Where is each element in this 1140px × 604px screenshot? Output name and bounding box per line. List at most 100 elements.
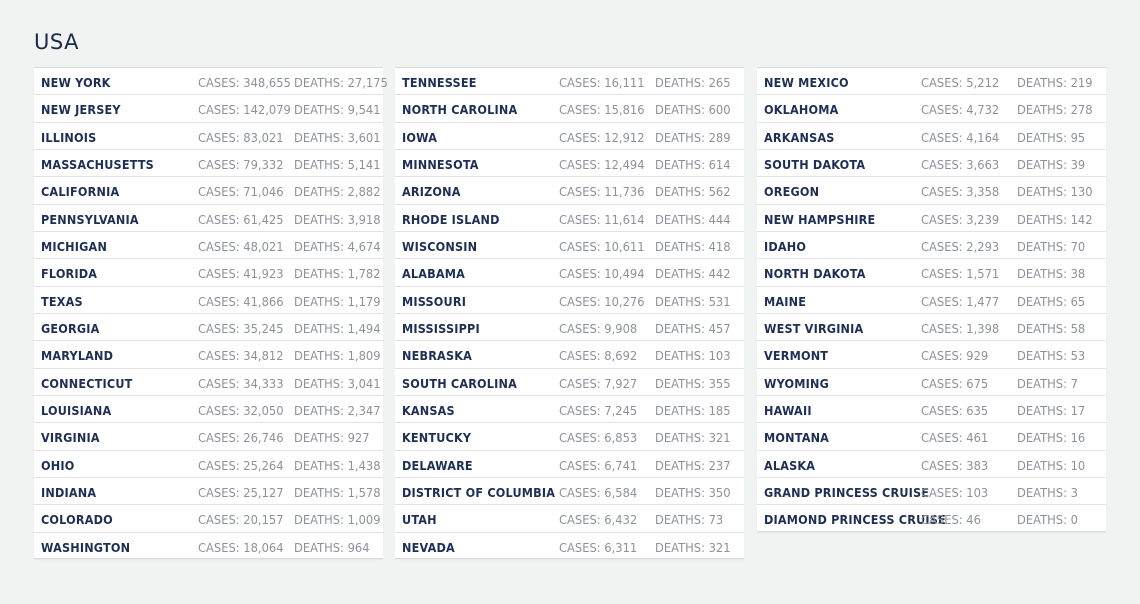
deaths-count: DEATHS: 1,494: [294, 320, 381, 336]
state-name: NORTH CAROLINA: [402, 102, 518, 118]
state-name: ALASKA: [764, 457, 816, 473]
table-row: GRAND PRINCESS CRUISE CASES: 103 DEATHS: 3: [757, 476, 1106, 504]
deaths-count: DEATHS: 3,601: [294, 129, 381, 145]
deaths-count: DEATHS: 5,141: [294, 156, 381, 172]
table-row: CALIFORNIA CASES: 71,046 DEATHS: 2,882: [34, 176, 383, 203]
deaths-count: DEATHS: 142: [1017, 211, 1093, 227]
state-name: TENNESSEE: [402, 75, 477, 90]
table-row: ALASKA CASES: 383 DEATHS: 10: [757, 449, 1106, 477]
table-row: INDIANA CASES: 25,127 DEATHS: 1,578: [34, 476, 383, 504]
state-name: OHIO: [41, 457, 75, 473]
deaths-count: DEATHS: 531: [655, 293, 731, 309]
deaths-count: DEATHS: 562: [655, 184, 731, 200]
table-row: NEVADA CASES: 6,311 DEATHS: 321: [395, 531, 744, 559]
cases-count: CASES: 7,927: [559, 375, 638, 391]
deaths-count: DEATHS: 73: [655, 512, 724, 528]
state-name: NEW YORK: [41, 75, 111, 90]
table-row: NEBRASKA CASES: 8,692 DEATHS: 103: [395, 340, 744, 367]
cases-count: CASES: 9,908: [559, 320, 638, 336]
deaths-count: DEATHS: 2,347: [294, 402, 381, 418]
state-name: MONTANA: [764, 430, 830, 446]
state-name: MISSISSIPPI: [402, 320, 480, 336]
table-row: PENNSYLVANIA CASES: 61,425 DEATHS: 3,918: [34, 203, 383, 231]
table-row: MONTANA CASES: 461 DEATHS: 16: [757, 422, 1106, 449]
state-name: MAINE: [764, 293, 807, 309]
table-row: MARYLAND CASES: 34,812 DEATHS: 1,809: [34, 340, 383, 367]
deaths-count: DEATHS: 3,918: [294, 211, 381, 227]
table-row: KENTUCKY CASES: 6,853 DEATHS: 321: [395, 422, 744, 449]
state-name: WYOMING: [764, 375, 830, 391]
state-name: IOWA: [402, 129, 438, 145]
cases-count: CASES: 5,212: [921, 75, 1000, 90]
cases-count: CASES: 48,021: [198, 238, 284, 254]
deaths-count: DEATHS: 70: [1017, 238, 1086, 254]
table-row: OKLAHOMA CASES: 4,732 DEATHS: 278: [757, 94, 1106, 121]
state-column-1: NEW YORK CASES: 348,655 DEATHS: 27,175 NEW …: [34, 67, 388, 559]
state-name: GEORGIA: [41, 320, 100, 336]
deaths-count: DEATHS: 418: [655, 238, 731, 254]
state-name: RHODE ISLAND: [402, 211, 500, 227]
deaths-count: DEATHS: 185: [655, 402, 731, 418]
table-row: MINNESOTA CASES: 12,494 DEATHS: 614: [395, 148, 744, 176]
deaths-count: DEATHS: 219: [1017, 75, 1093, 90]
page-title: USA: [34, 30, 79, 54]
table-row: NORTH DAKOTA CASES: 1,571 DEATHS: 38: [757, 258, 1106, 285]
state-name: NEW HAMPSHIRE: [764, 211, 876, 227]
table-row: CONNECTICUT CASES: 34,333 DEATHS: 3,041: [34, 367, 383, 395]
cases-count: CASES: 11,614: [559, 211, 645, 227]
cases-count: CASES: 26,746: [198, 430, 284, 446]
table-row: KANSAS CASES: 7,245 DEATHS: 185: [395, 394, 744, 422]
deaths-count: DEATHS: 289: [655, 129, 731, 145]
state-name: ILLINOIS: [41, 129, 97, 145]
deaths-count: DEATHS: 355: [655, 375, 731, 391]
state-name: MASSACHUSETTS: [41, 156, 154, 172]
table-row: NEW YORK CASES: 348,655 DEATHS: 27,175: [34, 67, 388, 94]
table-row: WYOMING CASES: 675 DEATHS: 7: [757, 367, 1106, 395]
deaths-count: DEATHS: 350: [655, 484, 731, 500]
cases-count: CASES: 34,333: [198, 375, 284, 391]
state-name: CALIFORNIA: [41, 184, 120, 200]
state-name: NEW JERSEY: [41, 102, 121, 118]
state-name: KENTUCKY: [402, 430, 472, 446]
table-row: MAINE CASES: 1,477 DEATHS: 65: [757, 285, 1106, 313]
cases-count: CASES: 3,239: [921, 211, 1000, 227]
table-row: DIAMOND PRINCESS CRUISE CASES: 46 DEATHS: …: [757, 504, 1106, 532]
deaths-count: DEATHS: 58: [1017, 320, 1086, 336]
state-name: DIAMOND PRINCESS CRUISE: [764, 512, 946, 528]
cases-count: CASES: 16,111: [559, 75, 645, 90]
table-row: TEXAS CASES: 41,866 DEATHS: 1,179: [34, 285, 383, 313]
state-name: KANSAS: [402, 402, 455, 418]
deaths-count: DEATHS: 442: [655, 266, 731, 282]
state-name: GRAND PRINCESS CRUISE: [764, 484, 930, 500]
cases-count: CASES: 635: [921, 402, 989, 418]
cases-count: CASES: 10,611: [559, 238, 645, 254]
deaths-count: DEATHS: 457: [655, 320, 731, 336]
cases-count: CASES: 12,494: [559, 156, 645, 172]
table-row: NEW MEXICO CASES: 5,212 DEATHS: 219: [757, 67, 1106, 94]
table-row: IOWA CASES: 12,912 DEATHS: 289: [395, 121, 744, 149]
table-row: MASSACHUSETTS CASES: 79,332 DEATHS: 5,141: [34, 148, 383, 176]
state-name: SOUTH DAKOTA: [764, 156, 866, 172]
state-name: TEXAS: [41, 293, 83, 309]
state-name: ALABAMA: [402, 266, 466, 282]
deaths-count: DEATHS: 1,809: [294, 348, 381, 364]
state-name: NEW MEXICO: [764, 75, 849, 90]
cases-count: CASES: 6,853: [559, 430, 638, 446]
cases-count: CASES: 41,923: [198, 266, 284, 282]
cases-count: CASES: 3,663: [921, 156, 1000, 172]
state-name: MISSOURI: [402, 293, 467, 309]
deaths-count: DEATHS: 38: [1017, 266, 1086, 282]
deaths-count: DEATHS: 17: [1017, 402, 1086, 418]
deaths-count: DEATHS: 0: [1017, 512, 1078, 528]
table-row: NEW JERSEY CASES: 142,079 DEATHS: 9,541: [34, 94, 383, 121]
table-row: DISTRICT OF COLUMBIA CASES: 6,584 DEATHS: …: [395, 476, 744, 504]
state-name: LOUISIANA: [41, 402, 112, 418]
deaths-count: DEATHS: 3,041: [294, 375, 381, 391]
cases-count: CASES: 18,064: [198, 539, 284, 555]
cases-count: CASES: 12,912: [559, 129, 645, 145]
table-row: COLORADO CASES: 20,157 DEATHS: 1,009: [34, 504, 383, 531]
state-name: HAWAII: [764, 402, 812, 418]
deaths-count: DEATHS: 7: [1017, 375, 1078, 391]
cases-count: CASES: 6,432: [559, 512, 638, 528]
deaths-count: DEATHS: 65: [1017, 293, 1086, 309]
